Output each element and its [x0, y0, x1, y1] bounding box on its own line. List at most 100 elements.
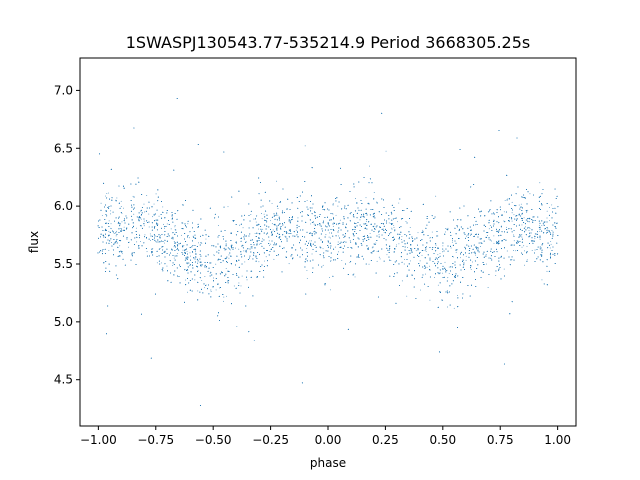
- data-point: [409, 227, 411, 228]
- data-point: [140, 215, 142, 216]
- data-point: [306, 270, 308, 271]
- data-point: [163, 223, 164, 225]
- data-point: [539, 238, 541, 240]
- data-point: [271, 202, 273, 204]
- data-point: [295, 229, 297, 231]
- data-point: [460, 257, 461, 259]
- data-point: [148, 226, 150, 228]
- data-point: [164, 227, 165, 229]
- data-point: [362, 223, 364, 225]
- data-point: [225, 268, 227, 270]
- data-point: [110, 210, 112, 212]
- data-point: [253, 340, 255, 341]
- data-point: [339, 219, 341, 221]
- data-point: [444, 228, 446, 230]
- data-point: [121, 253, 123, 255]
- data-point: [521, 224, 523, 226]
- data-point: [297, 230, 298, 232]
- data-point: [328, 236, 330, 238]
- data-point: [136, 241, 138, 243]
- data-point: [353, 273, 355, 275]
- data-point: [430, 236, 432, 238]
- data-point: [511, 201, 513, 203]
- data-point: [435, 244, 437, 246]
- data-point: [435, 195, 437, 197]
- data-point: [111, 228, 112, 230]
- data-point: [155, 193, 157, 195]
- data-point: [174, 226, 176, 228]
- data-point: [330, 260, 332, 262]
- data-point: [488, 228, 490, 230]
- data-point: [485, 253, 487, 255]
- data-point: [534, 237, 536, 239]
- data-point: [521, 234, 523, 236]
- data-point: [448, 273, 450, 274]
- data-point: [253, 218, 255, 220]
- data-point: [194, 279, 196, 281]
- data-point: [520, 203, 522, 205]
- data-point: [479, 246, 481, 247]
- data-point: [551, 204, 553, 206]
- data-point: [322, 264, 324, 266]
- data-point: [254, 232, 256, 234]
- data-point: [228, 257, 230, 259]
- data-point: [431, 231, 433, 233]
- data-point: [442, 251, 444, 253]
- data-point: [371, 247, 373, 249]
- data-point: [354, 228, 356, 230]
- data-point: [369, 232, 371, 234]
- data-point: [421, 254, 423, 256]
- data-point: [173, 257, 175, 259]
- data-point: [511, 259, 513, 261]
- data-point: [401, 280, 403, 282]
- data-point: [329, 277, 330, 279]
- data-point: [195, 251, 196, 253]
- data-point: [337, 241, 339, 243]
- data-point: [100, 202, 102, 204]
- data-point: [140, 210, 142, 212]
- data-point: [555, 223, 557, 224]
- data-point: [156, 262, 158, 264]
- data-point: [244, 235, 246, 237]
- data-point: [258, 243, 260, 245]
- data-point: [184, 279, 186, 281]
- data-point: [515, 250, 517, 252]
- data-point: [258, 261, 260, 263]
- data-point: [405, 221, 407, 223]
- data-point: [487, 287, 489, 288]
- data-point: [210, 291, 212, 293]
- data-point: [258, 228, 259, 230]
- data-point: [457, 295, 458, 296]
- data-point: [332, 213, 334, 215]
- data-point: [215, 289, 217, 291]
- data-point: [373, 192, 375, 193]
- data-point: [160, 262, 162, 264]
- data-point: [434, 277, 436, 278]
- data-point: [378, 256, 380, 258]
- data-point: [108, 192, 109, 194]
- data-point: [406, 295, 408, 297]
- data-point: [144, 234, 146, 236]
- data-point: [262, 228, 264, 230]
- data-point: [174, 241, 176, 243]
- data-point: [442, 299, 444, 301]
- data-point: [355, 198, 356, 199]
- data-point: [215, 263, 217, 265]
- data-point: [424, 249, 426, 251]
- data-point: [528, 230, 530, 231]
- data-point: [262, 238, 263, 240]
- data-point: [493, 242, 495, 244]
- data-point: [422, 229, 424, 231]
- data-point: [166, 223, 168, 225]
- data-point: [187, 223, 189, 225]
- data-point: [509, 221, 510, 222]
- data-point: [175, 242, 176, 244]
- data-point: [442, 245, 444, 247]
- data-point: [539, 224, 540, 226]
- data-point: [254, 247, 256, 249]
- data-point: [488, 238, 490, 240]
- data-point: [113, 233, 115, 234]
- data-point: [192, 235, 194, 237]
- data-point: [465, 259, 467, 261]
- data-point: [378, 234, 380, 236]
